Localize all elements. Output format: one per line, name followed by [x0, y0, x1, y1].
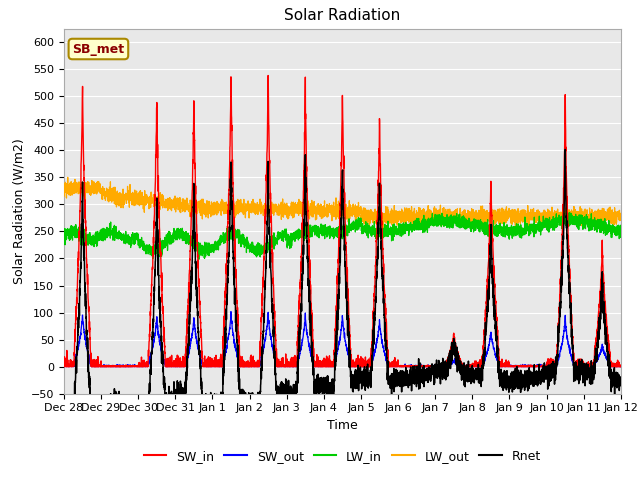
- Legend: SW_in, SW_out, LW_in, LW_out, Rnet: SW_in, SW_out, LW_in, LW_out, Rnet: [139, 444, 546, 468]
- X-axis label: Time: Time: [327, 419, 358, 432]
- Y-axis label: Solar Radiation (W/m2): Solar Radiation (W/m2): [12, 138, 26, 284]
- Title: Solar Radiation: Solar Radiation: [284, 9, 401, 24]
- Text: SB_met: SB_met: [72, 43, 124, 56]
